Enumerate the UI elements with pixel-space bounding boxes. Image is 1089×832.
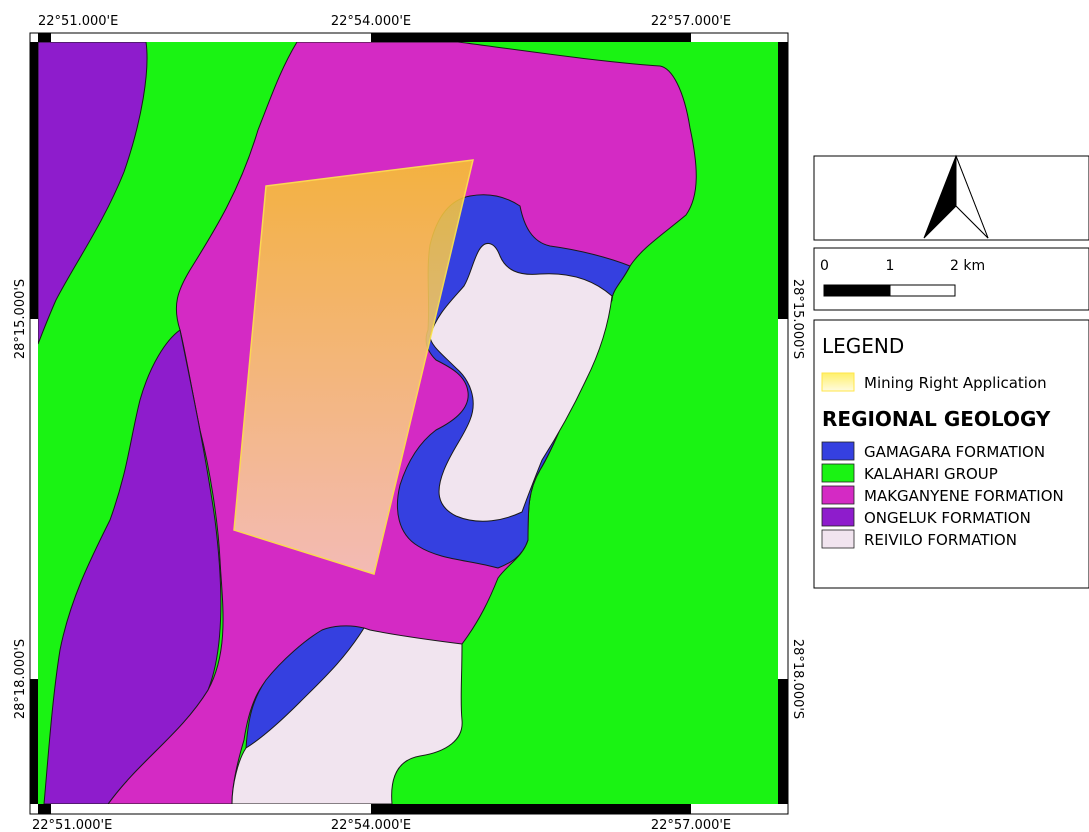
coord-left-1: 28°15.000'S [13, 279, 28, 359]
map-content [38, 42, 778, 804]
scale-bar-panel: 0 1 2 km [813, 247, 1089, 311]
legend-label-ongeluk-formation: ONGELUK FORMATION [864, 509, 1031, 527]
ongeluk-formation-area-south [43, 329, 222, 804]
coord-right-2: 28°18.000'S [790, 639, 805, 719]
legend-label-reivilo-formation: REIVILO FORMATION [864, 531, 1017, 549]
legend-swatch-ongeluk-formation [821, 507, 855, 527]
scale-label-0: 0 [820, 258, 829, 274]
scale-label-2: 2 km [950, 258, 985, 274]
legend-title: LEGEND [822, 334, 904, 358]
legend-swatch-application [821, 372, 855, 392]
mining-right-application-area [233, 159, 474, 575]
coord-bottom-1: 22°51.000'E [32, 818, 112, 832]
coord-bottom-2: 22°54.000'E [331, 818, 411, 832]
coord-top-3: 22°57.000'E [651, 14, 731, 29]
reivilo-formation-area-north [429, 243, 613, 522]
legend-swatch-gamagara-formation [821, 441, 855, 461]
scale-label-1: 1 [886, 258, 895, 274]
legend-label-kalahari-group: KALAHARI GROUP [864, 465, 998, 483]
reivilo-formation-area-south [231, 627, 463, 804]
legend-swatch-kalahari-group [821, 463, 855, 483]
legend-label-makganyene-formation: MAKGANYENE FORMATION [864, 487, 1064, 505]
legend-swatch-reivilo-formation [821, 529, 855, 549]
coordinate-labels: 22°51.000'E 22°54.000'E 22°57.000'E 22°5… [13, 14, 805, 832]
north-arrow-panel [813, 154, 1089, 241]
legend-panel: LEGEND Mining Right Application REGIONAL… [813, 319, 1089, 589]
coord-left-2: 28°18.000'S [13, 639, 28, 719]
scale-segment-white [889, 284, 956, 297]
scale-segment-black [823, 284, 891, 297]
coord-top-2: 22°54.000'E [331, 14, 411, 29]
legend-swatch-makganyene-formation [821, 485, 855, 505]
ongeluk-formation-area-north [38, 42, 148, 345]
coord-top-1: 22°51.000'E [38, 14, 118, 29]
legend-units: GAMAGARA FORMATION KALAHARI GROUP MAKGANYE… [821, 441, 1064, 549]
coord-right-1: 28°15.000'S [790, 279, 805, 359]
legend-label-application: Mining Right Application [864, 374, 1047, 392]
coord-bottom-3: 22°57.000'E [651, 818, 731, 832]
legend-label-gamagara-formation: GAMAGARA FORMATION [864, 443, 1045, 461]
legend-geology-heading: REGIONAL GEOLOGY [822, 407, 1051, 431]
